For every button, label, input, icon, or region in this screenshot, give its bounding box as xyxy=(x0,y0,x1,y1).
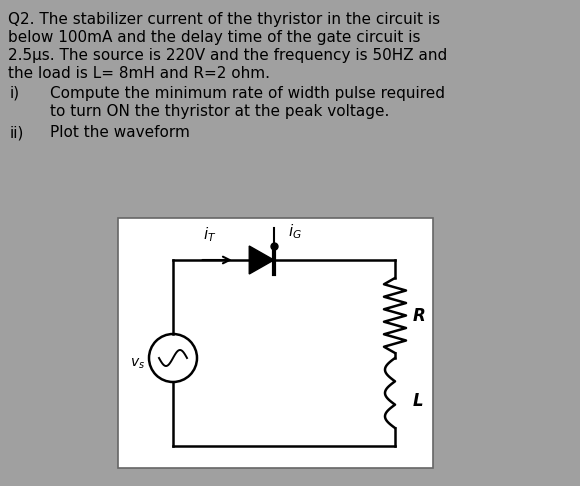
Text: ii): ii) xyxy=(10,125,24,140)
Text: the load is L= 8mH and R=2 ohm.: the load is L= 8mH and R=2 ohm. xyxy=(8,66,270,81)
Text: Plot the waveform: Plot the waveform xyxy=(50,125,190,140)
Text: $v_s$: $v_s$ xyxy=(130,357,145,371)
Text: to turn ON the thyristor at the peak voltage.: to turn ON the thyristor at the peak vol… xyxy=(50,104,389,119)
Text: $i_T$: $i_T$ xyxy=(203,226,216,244)
Text: $i_G$: $i_G$ xyxy=(288,223,302,242)
Text: Q2. The stabilizer current of the thyristor in the circuit is: Q2. The stabilizer current of the thyris… xyxy=(8,12,440,27)
Text: i): i) xyxy=(10,86,20,101)
Text: L: L xyxy=(413,392,423,410)
FancyBboxPatch shape xyxy=(118,218,433,468)
Text: below 100mA and the delay time of the gate circuit is: below 100mA and the delay time of the ga… xyxy=(8,30,420,45)
Text: Compute the minimum rate of width pulse required: Compute the minimum rate of width pulse … xyxy=(50,86,445,101)
Polygon shape xyxy=(249,246,274,274)
Text: R: R xyxy=(413,307,426,325)
Text: 2.5μs. The source is 220V and the frequency is 50HZ and: 2.5μs. The source is 220V and the freque… xyxy=(8,48,447,63)
